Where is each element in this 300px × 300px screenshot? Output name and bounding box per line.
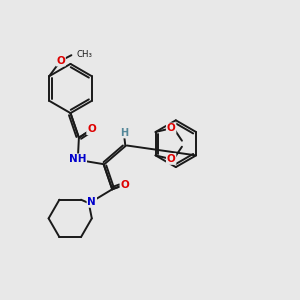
Text: NH: NH: [69, 154, 86, 164]
Text: O: O: [167, 123, 176, 134]
Text: O: O: [87, 124, 96, 134]
Text: CH₃: CH₃: [76, 50, 92, 59]
Text: O: O: [167, 154, 176, 164]
Text: H: H: [120, 128, 128, 138]
Text: N: N: [87, 197, 96, 207]
Text: O: O: [56, 56, 65, 66]
Text: O: O: [120, 180, 129, 190]
